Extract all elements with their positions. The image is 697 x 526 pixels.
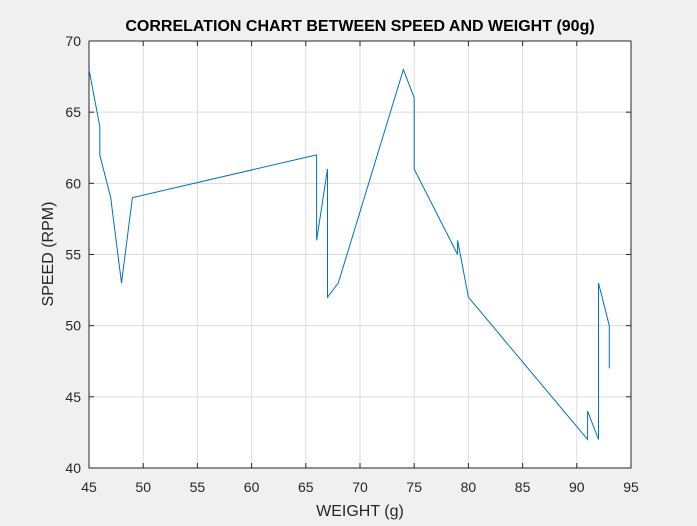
x-tick-label: 90 <box>569 479 585 495</box>
x-tick-label: 55 <box>190 479 206 495</box>
x-tick-label: 45 <box>81 479 97 495</box>
x-tick-label: 80 <box>461 479 477 495</box>
y-axis-label: SPEED (RPM) <box>40 202 57 307</box>
x-axis-ticks: 45 50 55 60 65 70 75 80 85 90 95 <box>81 41 639 495</box>
x-tick-label: 75 <box>406 479 422 495</box>
x-tick-label: 85 <box>515 479 531 495</box>
x-tick-label: 50 <box>135 479 151 495</box>
speed-weight-series-line <box>88 67 610 441</box>
grid-lines <box>89 41 631 468</box>
y-tick-label: 45 <box>65 389 81 405</box>
y-tick-label: 50 <box>65 318 81 334</box>
x-tick-label: 60 <box>244 479 260 495</box>
x-tick-label: 65 <box>298 479 314 495</box>
chart-title: CORRELATION CHART BETWEEN SPEED AND WEIG… <box>125 18 594 35</box>
y-tick-label: 70 <box>65 33 81 49</box>
y-tick-label: 65 <box>65 104 81 120</box>
x-tick-label: 95 <box>623 479 639 495</box>
x-tick-label: 70 <box>352 479 368 495</box>
y-tick-label: 60 <box>65 175 81 191</box>
y-tick-label: 55 <box>65 247 81 263</box>
y-tick-label: 40 <box>65 460 81 476</box>
x-axis-label: WEIGHT (g) <box>316 503 404 520</box>
y-axis-ticks: 40 45 50 55 60 65 70 <box>65 33 631 476</box>
